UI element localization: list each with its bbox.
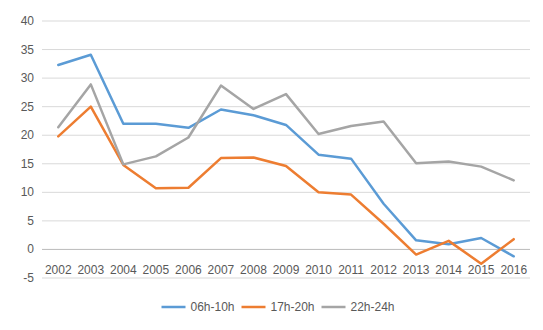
- x-tick-label: 2007: [208, 263, 235, 277]
- x-tick-label: 2006: [175, 263, 202, 277]
- x-tick-label: 2015: [468, 263, 495, 277]
- grid-line: [42, 249, 530, 250]
- x-tick-label: 2011: [338, 263, 364, 277]
- x-tick-label: 2016: [500, 263, 527, 277]
- x-axis-line: [42, 249, 530, 250]
- x-tick-label: 2014: [435, 263, 462, 277]
- series-line: [58, 107, 513, 264]
- x-tick-label: 2008: [240, 263, 267, 277]
- y-tick-label: 15: [21, 157, 35, 171]
- x-tick-label: 2013: [403, 263, 430, 277]
- grid-line: [42, 192, 530, 193]
- y-tick-label: 20: [21, 128, 35, 142]
- series-line: [58, 84, 513, 180]
- grid-line: [42, 135, 530, 136]
- y-tick-label: 40: [21, 14, 35, 28]
- grid-line: [42, 21, 530, 22]
- x-tick-label: 2003: [77, 263, 104, 277]
- legend-label: 06h-10h: [191, 300, 235, 314]
- legend-swatch: [322, 306, 346, 309]
- y-tick-label: 35: [21, 43, 35, 57]
- y-tick-label: -5: [23, 271, 34, 285]
- grid-line: [42, 49, 530, 50]
- y-tick-label: 5: [27, 214, 34, 228]
- series-line: [58, 55, 513, 257]
- grid: [42, 21, 530, 278]
- y-tick-label: 10: [21, 185, 35, 199]
- grid-line: [42, 78, 530, 79]
- x-tick-label: 2004: [110, 263, 137, 277]
- chart-container: -5 0 5 10 15 20 25 30 35 40 2002 2003 2004 2005 2006 20…: [0, 0, 543, 330]
- x-tick-label: 2002: [45, 263, 72, 277]
- x-tick-label: 2005: [143, 263, 170, 277]
- y-tick-label: 0: [27, 242, 34, 256]
- y-tick-label: 30: [21, 71, 35, 85]
- legend-swatch: [242, 306, 266, 309]
- x-tick-label: 2009: [273, 263, 300, 277]
- legend-label: 22h-24h: [351, 300, 395, 314]
- legend-swatch: [162, 306, 186, 309]
- x-tick-label: 2012: [370, 263, 397, 277]
- grid-line: [42, 220, 530, 221]
- x-tick-label: 2010: [305, 263, 332, 277]
- grid-line: [42, 278, 530, 279]
- series-lines: [58, 55, 513, 264]
- legend: 06h-10h 17h-20h 22h-24h: [162, 300, 395, 314]
- y-tick-label: 25: [21, 100, 35, 114]
- chart-svg: -5 0 5 10 15 20 25 30 35 40 2002 2003 2004 2005 2006 20…: [0, 0, 543, 330]
- legend-label: 17h-20h: [271, 300, 315, 314]
